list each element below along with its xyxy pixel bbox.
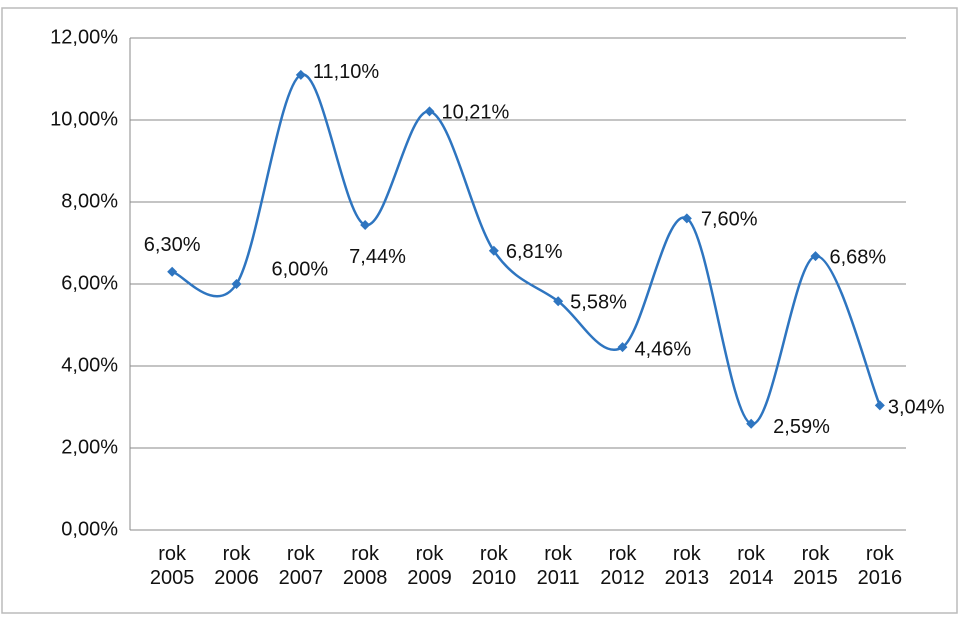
- data-label: 3,04%: [888, 397, 945, 419]
- marker: [231, 279, 242, 289]
- data-label: 7,60%: [701, 209, 758, 231]
- data-label: 4,46%: [635, 338, 692, 360]
- y-tick-label: 8,00%: [61, 190, 118, 212]
- x-tick-label: rok 2013: [664, 543, 710, 589]
- x-tick-label: rok 2008: [342, 543, 388, 589]
- line: [171, 73, 881, 426]
- x-tick-label: rok 2009: [407, 543, 452, 589]
- y-tick-label: 6,00%: [61, 272, 118, 294]
- marker: [681, 213, 692, 224]
- marker: [295, 69, 306, 80]
- marker: [617, 342, 628, 353]
- marker: [746, 418, 757, 429]
- data-label: 6,00%: [272, 258, 329, 280]
- x-tick-label: rok 2006: [214, 543, 259, 589]
- x-tick-label: rok 2016: [857, 543, 903, 589]
- marker: [553, 296, 564, 307]
- y-tick-label: 4,00%: [61, 354, 118, 376]
- x-tick-label: rok 2015: [793, 543, 838, 589]
- marker: [360, 219, 371, 230]
- x-tick-label: rok 2005: [149, 543, 195, 589]
- marker: [424, 106, 435, 117]
- y-tick-label: 2,00%: [61, 436, 118, 458]
- data-label: 2,59%: [773, 416, 830, 438]
- chart-border: [1, 7, 958, 614]
- y-tick-label: 10,00%: [50, 108, 118, 130]
- x-tick-label: rok 2014: [728, 543, 774, 589]
- marker: [874, 400, 885, 411]
- data-label: 6,30%: [144, 234, 201, 256]
- y-tick-label: 12,00%: [50, 26, 118, 48]
- marker: [488, 245, 499, 256]
- data-label: 11,10%: [313, 61, 380, 83]
- y-tick-label: 0,00%: [61, 518, 118, 540]
- marker: [167, 266, 178, 277]
- data-label: 7,44%: [349, 246, 406, 268]
- x-tick-label: rok 2010: [471, 543, 517, 589]
- x-tick-label: rok 2012: [600, 543, 645, 589]
- marker: [810, 251, 821, 262]
- x-tick-label: rok 2011: [536, 543, 580, 589]
- data-label: 10,21%: [442, 102, 510, 124]
- x-tick-label: rok 2007: [278, 543, 324, 589]
- data-label: 6,81%: [506, 241, 563, 263]
- data-label: 5,58%: [570, 292, 627, 314]
- data-label: 6,68%: [830, 246, 887, 268]
